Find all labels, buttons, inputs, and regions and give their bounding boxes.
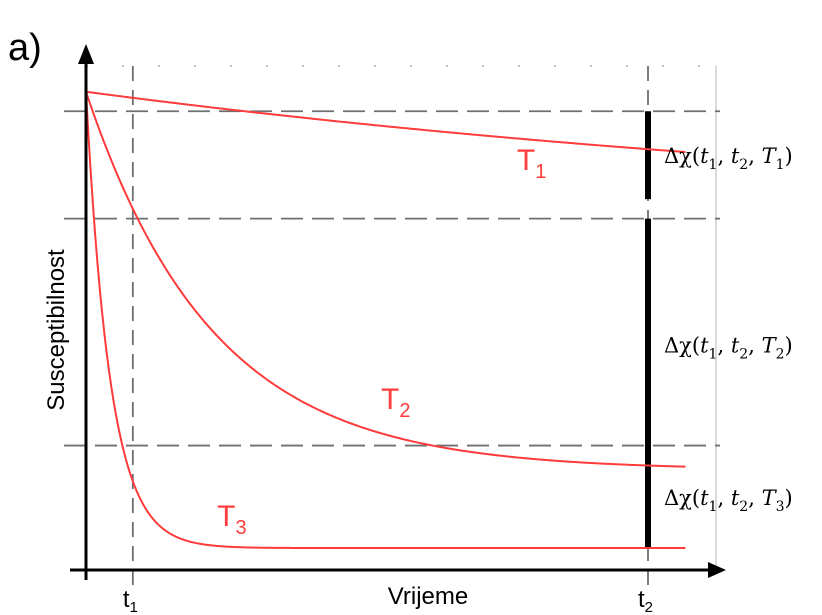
axes	[70, 44, 726, 580]
annotation-arg: t	[700, 333, 709, 357]
annotation-separator: ,	[748, 486, 761, 510]
annotation-arg-sub: 1	[709, 499, 718, 515]
annotation-separator: )	[785, 486, 793, 510]
series-label-sub: 3	[235, 517, 246, 539]
annotation-separator: ,	[717, 486, 730, 510]
annotation-arg-sub: 3	[776, 499, 785, 515]
x-tick-sub: 1	[130, 599, 138, 615]
annotation-prefix: Δχ(	[664, 144, 700, 168]
annotation-arg: t	[700, 144, 709, 168]
annotation-separator: ,	[717, 333, 730, 357]
x-tick-sub: 2	[645, 599, 653, 615]
annotation-arg-sub: 2	[739, 346, 748, 362]
x-tick-label-t1: t1	[123, 586, 138, 615]
annotation-separator: ,	[748, 333, 761, 357]
annotation-arg-sub: 2	[776, 346, 785, 362]
annotation-arg: t	[731, 144, 740, 168]
x-axis-arrow-icon	[708, 562, 726, 578]
delta-chi-annotation-2: Δχ(t1, t2, T2)	[664, 333, 793, 362]
annotation-arg-sub: 1	[709, 157, 718, 173]
series-label-sub: 1	[535, 161, 546, 183]
annotation-separator: ,	[748, 144, 761, 168]
x-tick-label-t2: t2	[638, 586, 653, 615]
curve-T2	[85, 91, 686, 468]
plot-frame	[86, 65, 717, 570]
annotation-arg: T	[762, 333, 778, 357]
curve-T3	[85, 91, 686, 550]
annotation-arg: t	[731, 333, 740, 357]
annotation-arg: t	[700, 486, 709, 510]
curve-T1	[85, 90, 686, 154]
annotation-prefix: Δχ(	[664, 333, 700, 357]
annotation-arg-sub: 2	[739, 499, 748, 515]
reference-lines	[64, 66, 720, 585]
annotation-arg: T	[762, 486, 778, 510]
panel-label: a)	[8, 27, 42, 69]
delta-chi-annotation-1: Δχ(t1, t2, T1)	[664, 144, 793, 173]
annotation-arg: t	[731, 486, 740, 510]
annotation-arg-sub: 1	[776, 157, 785, 173]
annotation-separator: )	[785, 333, 793, 357]
series-label-T1: T1	[517, 144, 546, 183]
series-label-sub: 2	[399, 400, 410, 422]
x-axis-label: Vrijeme	[388, 583, 468, 610]
y-axis-label: Susceptibilnost	[43, 249, 70, 411]
annotation-prefix: Δχ(	[664, 486, 700, 510]
decay-curves	[85, 90, 686, 550]
annotation-separator: )	[785, 144, 793, 168]
annotation-separator: ,	[717, 144, 730, 168]
annotation-arg-sub: 2	[739, 157, 748, 173]
series-label-T3: T3	[217, 500, 246, 539]
annotation-arg: T	[762, 144, 778, 168]
delta-chi-annotation-3: Δχ(t1, t2, T3)	[664, 486, 793, 515]
y-axis-arrow-icon	[78, 44, 94, 64]
annotation-arg-sub: 1	[709, 346, 718, 362]
series-label-T2: T2	[381, 383, 410, 422]
